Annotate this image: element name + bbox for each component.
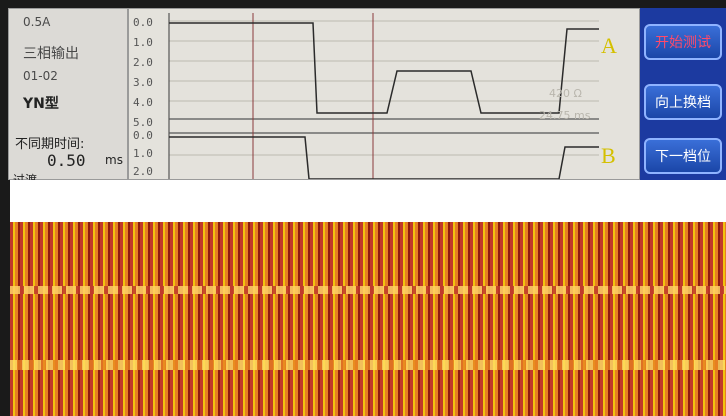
resistance-readout: 420 Ω: [549, 87, 582, 100]
y-tick: 0.0: [133, 16, 153, 29]
time-readout: 24.75 ms: [539, 109, 591, 122]
y-tick: 2.0: [133, 56, 153, 69]
async-time-value: 0.50: [47, 151, 86, 170]
y-tick: 1.0: [133, 36, 153, 49]
corrupted-stripe: [10, 286, 726, 294]
async-time-unit: ms: [105, 153, 123, 167]
corrupted-region: [10, 180, 726, 222]
y-tick: 4.0: [133, 96, 153, 109]
y-tick: 2.0: [133, 165, 153, 178]
winding-label: YN型: [23, 96, 59, 112]
y-tick: 0.0: [133, 129, 153, 142]
trace-a: [169, 22, 599, 114]
info-panel: 0.5A 三相输出 01-02 YN型 不同期时间: 0.50 ms 过渡: [8, 8, 128, 187]
waveform-svg: [168, 13, 599, 179]
range-up-button[interactable]: 向上换档: [644, 84, 722, 120]
y-tick: 1.0: [133, 147, 153, 160]
waveform-graph: 0.0 1.0 2.0 3.0 4.0 5.0 0.0 1.0 2.0 A B …: [128, 8, 640, 180]
mode-label: 三相输出: [23, 46, 79, 62]
corrupted-region: [10, 222, 726, 416]
y-ticks-top: 0.0 1.0 2.0 3.0 4.0 5.0: [133, 13, 163, 133]
y-tick: 5.0: [133, 116, 153, 129]
channel-a-label: A: [601, 33, 617, 58]
current-label: 0.5A: [23, 15, 51, 29]
channel-b-label: B: [601, 143, 616, 168]
range-label: 01-02: [23, 69, 58, 83]
async-time-label: 不同期时间:: [15, 137, 85, 152]
start-test-button[interactable]: 开始测试: [644, 24, 722, 60]
trace-b: [169, 136, 599, 179]
y-ticks-bottom: 0.0 1.0 2.0: [133, 127, 163, 181]
corrupted-stripe: [10, 360, 726, 370]
range-down-button[interactable]: 下一档位: [644, 138, 722, 174]
y-tick: 3.0: [133, 76, 153, 89]
